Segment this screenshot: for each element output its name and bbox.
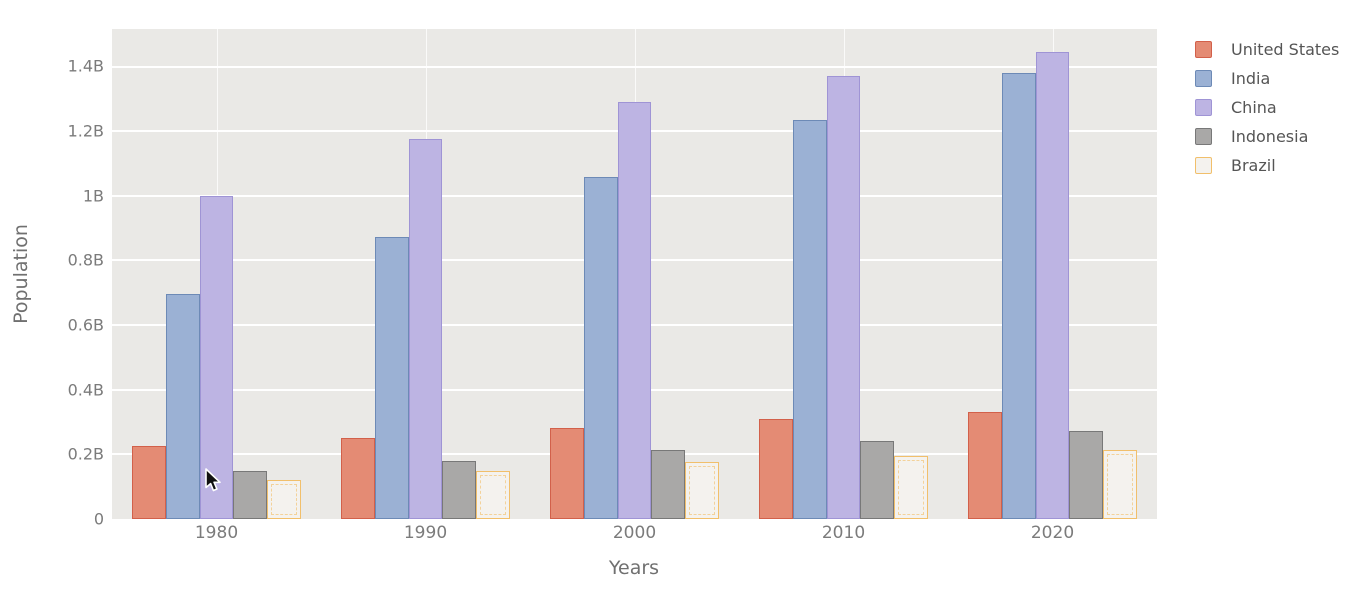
x-tick-label-2010: 2010	[821, 523, 866, 543]
legend-label-india: India	[1231, 69, 1271, 88]
legend-label-indonesia: Indonesia	[1231, 127, 1309, 146]
bar-group-1990	[321, 29, 530, 519]
bar-china-2020[interactable]	[1035, 52, 1070, 519]
legend: United States India China Indonesia Brazil	[1195, 40, 1339, 175]
bar-china-1980[interactable]	[199, 195, 234, 519]
bar-united-states-2000[interactable]	[550, 427, 585, 519]
bar-group-2020	[948, 29, 1157, 519]
legend-label-brazil: Brazil	[1231, 156, 1276, 175]
bar-row-1980	[132, 29, 301, 519]
bar-indonesia-1990[interactable]	[442, 460, 476, 519]
x-tick-label-1980: 1980	[194, 523, 239, 543]
bar-brazil-2000[interactable]	[684, 462, 719, 519]
bar-row-2020	[968, 29, 1137, 519]
legend-label-united-states: United States	[1231, 40, 1340, 59]
x-tick-label-1990: 1990	[403, 523, 448, 543]
bar-group-2010	[739, 29, 948, 519]
y-tick-label: 0.8B	[67, 250, 104, 270]
bar-brazil-1990[interactable]	[475, 470, 510, 519]
legend-item-china[interactable]: China	[1195, 98, 1339, 117]
bar-united-states-2010[interactable]	[759, 419, 794, 519]
x-axis-ticks: 1980 1990 2000 2010 2020	[112, 523, 1157, 545]
bar-indonesia-1980[interactable]	[233, 471, 267, 519]
y-tick-label: 0.2B	[67, 444, 104, 464]
legend-label-china: China	[1231, 98, 1277, 117]
bar-row-1990	[341, 29, 510, 519]
y-tick-label: 1.4B	[67, 56, 104, 76]
x-tick-label-2020: 2020	[1030, 523, 1075, 543]
legend-swatch-india-icon	[1195, 70, 1212, 87]
bar-group-1980	[112, 29, 321, 519]
bar-brazil-1980[interactable]	[266, 479, 301, 519]
bar-india-2020[interactable]	[1002, 72, 1036, 519]
bar-india-1990[interactable]	[375, 236, 409, 519]
legend-swatch-brazil-icon	[1195, 157, 1212, 174]
bar-group-2000	[530, 29, 739, 519]
bar-india-2010[interactable]	[793, 120, 827, 519]
bar-indonesia-2010[interactable]	[860, 440, 894, 519]
legend-item-indonesia[interactable]: Indonesia	[1195, 127, 1339, 146]
legend-item-brazil[interactable]: Brazil	[1195, 156, 1339, 175]
bar-united-states-2020[interactable]	[968, 412, 1003, 519]
y-axis-ticks: 0 0.2B 0.4B 0.6B 0.8B 1B 1.2B 1.4B	[0, 29, 104, 529]
legend-swatch-china-icon	[1195, 99, 1212, 116]
bar-brazil-2010[interactable]	[893, 455, 928, 519]
y-tick-label: 0.4B	[67, 380, 104, 400]
bar-united-states-1980[interactable]	[132, 445, 167, 519]
bar-india-2000[interactable]	[584, 177, 618, 519]
legend-swatch-united-states-icon	[1195, 41, 1212, 58]
y-axis-title: Population	[10, 224, 32, 324]
x-axis-title: Years	[608, 557, 660, 579]
bar-united-states-1990[interactable]	[341, 438, 376, 519]
bar-indonesia-2020[interactable]	[1069, 431, 1103, 519]
bar-china-2010[interactable]	[826, 75, 861, 519]
bar-row-2010	[759, 29, 928, 519]
bar-row-2000	[550, 29, 719, 519]
plot-area	[112, 29, 1157, 519]
bar-indonesia-2000[interactable]	[651, 449, 685, 519]
y-tick-label: 0	[93, 509, 104, 529]
bar-china-2000[interactable]	[617, 102, 652, 519]
y-tick-label: 0.6B	[67, 315, 104, 335]
y-tick-label: 1B	[82, 186, 104, 206]
bar-brazil-2020[interactable]	[1102, 450, 1137, 519]
legend-swatch-indonesia-icon	[1195, 128, 1212, 145]
legend-item-united-states[interactable]: United States	[1195, 40, 1339, 59]
bar-india-1980[interactable]	[166, 293, 200, 519]
bar-china-1990[interactable]	[408, 138, 443, 519]
x-tick-label-2000: 2000	[612, 523, 657, 543]
legend-item-india[interactable]: India	[1195, 69, 1339, 88]
y-tick-label: 1.2B	[67, 121, 104, 141]
